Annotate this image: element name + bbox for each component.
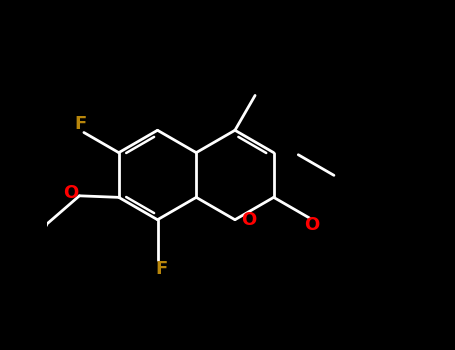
- Text: O: O: [241, 211, 256, 229]
- Text: O: O: [63, 184, 78, 202]
- Text: F: F: [155, 260, 167, 278]
- Text: O: O: [303, 216, 319, 234]
- Text: F: F: [75, 115, 87, 133]
